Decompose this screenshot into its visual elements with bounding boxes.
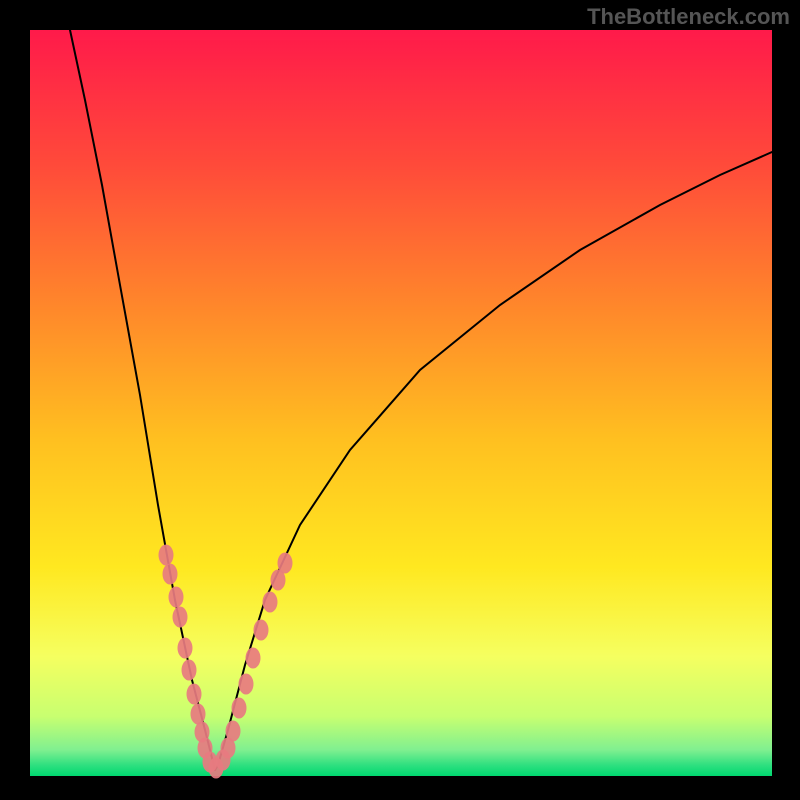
- data-marker: [191, 704, 206, 725]
- data-marker: [163, 564, 178, 585]
- data-marker: [182, 660, 197, 681]
- data-marker: [169, 587, 184, 608]
- data-marker: [187, 684, 202, 705]
- data-marker: [232, 698, 247, 719]
- data-marker: [254, 620, 269, 641]
- data-marker: [239, 674, 254, 695]
- data-marker: [226, 721, 241, 742]
- watermark-text: TheBottleneck.com: [587, 4, 790, 30]
- data-marker: [246, 648, 261, 669]
- data-marker: [178, 638, 193, 659]
- data-marker: [173, 607, 188, 628]
- data-marker: [263, 592, 278, 613]
- chart-svg: [0, 0, 800, 800]
- chart-root: TheBottleneck.com: [0, 0, 800, 800]
- data-marker: [159, 545, 174, 566]
- data-marker: [278, 553, 293, 574]
